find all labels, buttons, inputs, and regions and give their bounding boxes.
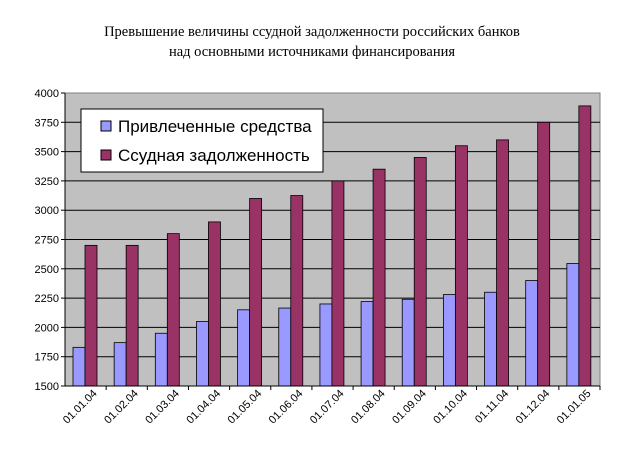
x-axis: 01.01.04 01.02.04 01.03.04 01.04.04 01.05.04… <box>61 386 601 427</box>
y-tick-label: 3250 <box>35 176 59 188</box>
x-tick-label: 01.10.04 <box>431 388 470 427</box>
bar-attracted-funds <box>525 280 539 387</box>
y-tick-label: 3750 <box>35 117 59 129</box>
legend: Привлеченные средства Ссудная задолженно… <box>80 108 324 173</box>
bar-attracted-funds <box>566 263 580 387</box>
y-tick-label: 2500 <box>35 264 59 276</box>
bar-loan-debt <box>496 139 509 387</box>
legend-swatch-1 <box>100 120 112 132</box>
bar-loan-debt <box>372 168 386 387</box>
x-tick-label: 01.02.04 <box>102 388 141 427</box>
bar-attracted-funds <box>278 307 292 387</box>
bar-attracted-funds <box>319 303 333 387</box>
y-tick-label: 1750 <box>35 352 59 364</box>
x-tick-label: 01.04.04 <box>184 388 223 427</box>
bar-loan-debt <box>290 195 304 387</box>
x-tick-label: 01.03.04 <box>143 388 182 427</box>
bar-attracted-funds <box>196 321 209 387</box>
bar-attracted-funds <box>442 294 456 387</box>
y-tick-label: 2000 <box>35 322 59 334</box>
y-tick-label: 3500 <box>35 147 59 159</box>
bar-loan-debt <box>331 180 345 387</box>
bar-attracted-funds <box>113 342 127 387</box>
bar-loan-debt <box>84 244 98 387</box>
bar-loan-debt <box>166 233 180 387</box>
bar-attracted-funds <box>484 291 497 387</box>
y-tick-label: 3000 <box>35 205 59 217</box>
bar-loan-debt <box>413 157 427 387</box>
bar-loan-debt <box>454 145 468 387</box>
x-tick-label: 01.01.04 <box>61 388 100 427</box>
bar-attracted-funds <box>401 298 415 387</box>
bar-attracted-funds <box>154 332 168 387</box>
x-tick-label: 01.12.04 <box>514 388 553 427</box>
bar-loan-debt <box>578 105 592 387</box>
y-tick-label: 2250 <box>35 293 59 305</box>
bar-attracted-funds <box>360 301 374 387</box>
bar-attracted-funds <box>72 346 86 387</box>
bar-loan-debt <box>537 121 551 387</box>
x-tick-label: 01.09.04 <box>390 388 429 427</box>
x-tick-label: 01.08.04 <box>349 388 388 427</box>
legend-swatch-2 <box>100 149 112 161</box>
bar-attracted-funds <box>237 309 251 387</box>
chart-title-line-1: Превышение величины ссудной задолженност… <box>104 24 520 40</box>
y-tick-label: 4000 <box>35 88 59 100</box>
y-tick-label: 2750 <box>35 235 59 247</box>
x-tick-label: 01.11.04 <box>473 388 511 426</box>
bar-loan-debt <box>208 221 221 387</box>
bar-loan-debt <box>125 244 139 387</box>
y-axis: 1500 1750 2000 2250 2500 2750 3000 3250 3500 3750… <box>35 88 65 393</box>
bars <box>72 105 592 387</box>
x-tick-label: 01.05.04 <box>226 388 265 427</box>
x-tick-label: 01.01.05 <box>555 388 594 427</box>
legend-label-2: Ссудная задолженность <box>118 146 310 165</box>
chart-title-line-2: над основными источниками финансирования <box>169 44 455 60</box>
bar-loan-debt <box>249 198 263 387</box>
y-tick-label: 1500 <box>35 381 59 393</box>
legend-box <box>80 108 324 173</box>
x-tick-label: 01.07.04 <box>308 388 347 427</box>
x-tick-label: 01.06.04 <box>267 388 306 427</box>
legend-label-1: Привлеченные средства <box>118 117 312 136</box>
